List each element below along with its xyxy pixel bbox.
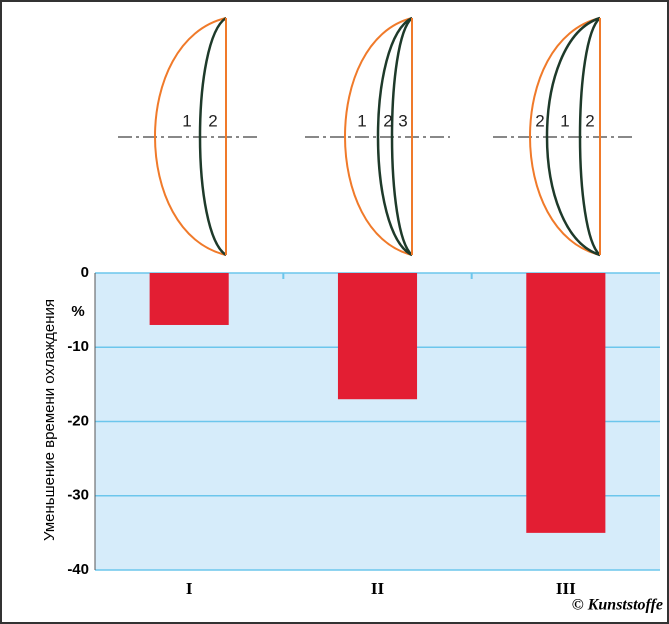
bar [337, 273, 418, 400]
lens-layer [198, 16, 227, 257]
x-tick-label: II [371, 579, 385, 598]
lens-label: 1 [560, 111, 569, 130]
y-tick-label: 0 [81, 264, 89, 281]
lens-label: 2 [535, 111, 544, 130]
x-tick-label: I [186, 579, 193, 598]
bar [149, 273, 229, 325]
y-tick-label: -40 [67, 561, 89, 578]
lens-outer [529, 17, 601, 256]
y-tick-label: -20 [67, 412, 89, 429]
lens-label: 2 [208, 111, 217, 130]
lens-label: 2 [585, 111, 594, 130]
y-tick-label: -30 [67, 487, 89, 504]
lens-label: 1 [357, 111, 366, 130]
credit: © Kunststoffe [572, 597, 663, 614]
lens-layer [545, 16, 601, 257]
lens-label: 3 [398, 111, 407, 130]
lens-label: 1 [182, 111, 191, 130]
lens-layer [578, 17, 601, 256]
lens-label: 2 [383, 111, 392, 130]
x-tick-label: III [556, 579, 576, 598]
y-tick-label: -10 [67, 338, 89, 355]
lens-layer [390, 17, 413, 256]
lens-outer [344, 17, 413, 256]
lens-outer [154, 17, 227, 256]
lens-layer [376, 16, 413, 257]
y-unit: % [71, 303, 84, 320]
y-axis-label: Уменьшение времени охлаждения [41, 299, 58, 541]
bar [526, 273, 606, 533]
